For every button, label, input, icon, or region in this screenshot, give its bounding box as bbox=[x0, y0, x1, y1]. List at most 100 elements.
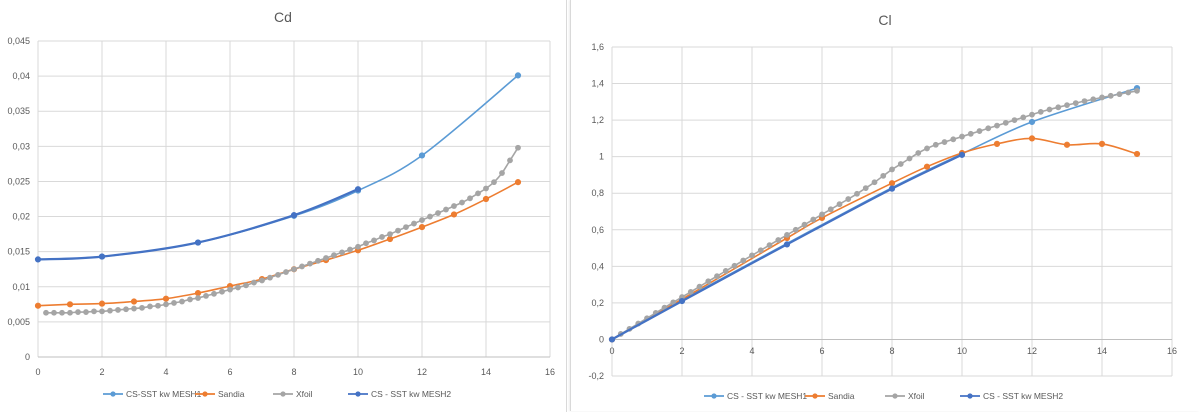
cd-data-point bbox=[99, 308, 105, 315]
cd-y-tick-label: 0,04 bbox=[12, 71, 30, 81]
cl-legend-label: CS - SST kw MESH1 bbox=[727, 391, 807, 401]
cl-data-point bbox=[862, 185, 869, 192]
cd-series-line-3 bbox=[37, 188, 359, 261]
cd-data-point bbox=[66, 301, 74, 308]
cd-data-point bbox=[139, 304, 145, 311]
cd-data-point bbox=[307, 260, 313, 267]
cl-data-point bbox=[1028, 118, 1036, 126]
cl-chart: Cl -0,2 0 0,2 0,4 0,6 0,8 1 1,2 1,4 1,6 0 2 4 6 8 10 12 14… bbox=[588, 12, 1177, 401]
cl-x-tick-label: 16 bbox=[1167, 346, 1177, 356]
cl-data-point bbox=[1029, 111, 1035, 118]
cl-y-tick-label: 0 bbox=[599, 334, 604, 344]
cd-data-point bbox=[290, 212, 298, 219]
cl-data-point bbox=[1046, 106, 1053, 113]
cd-data-point bbox=[354, 186, 362, 193]
cd-data-point bbox=[315, 257, 321, 264]
cd-data-point bbox=[331, 252, 337, 259]
cd-data-point bbox=[107, 307, 113, 314]
cd-data-point bbox=[395, 227, 401, 234]
cd-data-point bbox=[163, 301, 169, 308]
cl-data-point bbox=[915, 150, 922, 156]
cl-data-point bbox=[705, 278, 712, 285]
cd-data-point bbox=[403, 224, 409, 230]
cd-data-point bbox=[459, 199, 465, 206]
cd-series-line-0 bbox=[37, 74, 519, 261]
cl-y-tick-label: -0,2 bbox=[588, 371, 604, 381]
cd-y-tick-label: 0,025 bbox=[7, 176, 30, 186]
cd-data-point bbox=[371, 237, 377, 244]
cl-data-point bbox=[1107, 92, 1114, 99]
cl-y-tick-label: 1,4 bbox=[591, 79, 604, 89]
cd-data-point bbox=[275, 271, 281, 278]
cl-data-point bbox=[854, 190, 860, 197]
cl-legend-label: CS - SST kw MESH2 bbox=[983, 391, 1063, 401]
cd-data-point bbox=[435, 210, 441, 216]
cl-data-point bbox=[976, 128, 983, 134]
cl-data-point bbox=[1020, 114, 1027, 121]
cd-legend-label: CS-SST kw MESH1 bbox=[126, 389, 202, 399]
cl-data-point bbox=[775, 237, 782, 243]
cl-data-point bbox=[845, 196, 852, 202]
cl-data-point bbox=[1098, 140, 1106, 147]
cl-data-point bbox=[1028, 135, 1036, 142]
cl-data-point bbox=[801, 221, 808, 228]
cl-data-point bbox=[687, 289, 694, 295]
cl-data-point bbox=[757, 247, 764, 254]
cd-data-point bbox=[59, 309, 65, 316]
cl-data-point bbox=[1011, 117, 1018, 124]
cd-data-point bbox=[467, 195, 473, 202]
cl-series-line-2 bbox=[611, 90, 1138, 341]
cd-data-point bbox=[219, 288, 225, 295]
cd-data-point bbox=[355, 243, 361, 250]
cd-data-point bbox=[235, 284, 241, 291]
cl-data-point bbox=[1125, 89, 1132, 96]
cl-data-point bbox=[967, 130, 974, 137]
cl-data-point bbox=[766, 242, 773, 249]
cl-data-point bbox=[871, 179, 878, 186]
cl-y-tick-label: 0,4 bbox=[591, 261, 604, 271]
cl-data-point bbox=[836, 201, 843, 208]
cd-chart: Cd 0 0,005 0,01 0,015 0,02 0,025 0,03 0,035 0,04 0… bbox=[7, 9, 555, 399]
cd-data-point bbox=[483, 185, 489, 192]
cl-data-point bbox=[1099, 94, 1105, 101]
cd-chart-title: Cd bbox=[274, 9, 292, 25]
cd-data-point bbox=[514, 72, 522, 79]
cl-data-point bbox=[994, 122, 1000, 129]
cd-data-point bbox=[67, 309, 73, 316]
cd-x-tick-label: 16 bbox=[545, 367, 555, 377]
cl-legend-swatch-marker bbox=[892, 393, 898, 399]
cl-legend-swatch-marker bbox=[812, 393, 818, 399]
cd-data-point bbox=[507, 157, 513, 164]
cd-data-point bbox=[98, 300, 106, 307]
cd-data-point bbox=[291, 266, 297, 273]
cd-data-point bbox=[91, 308, 97, 315]
cl-x-tick-label: 2 bbox=[679, 346, 684, 356]
cd-legend-label: CS - SST kw MESH2 bbox=[371, 389, 451, 399]
cl-y-tick-label: 1,2 bbox=[591, 115, 604, 125]
cd-data-point bbox=[227, 286, 233, 293]
cd-data-point bbox=[386, 235, 394, 243]
cd-data-point bbox=[195, 295, 201, 301]
cl-data-point bbox=[827, 206, 834, 213]
cl-data-point bbox=[783, 241, 791, 248]
cd-x-tick-label: 12 bbox=[417, 367, 427, 377]
cd-data-point bbox=[98, 253, 106, 260]
cl-data-point bbox=[1072, 100, 1079, 107]
cd-data-point bbox=[379, 234, 385, 240]
cd-data-point bbox=[482, 195, 490, 203]
cd-y-tick-label: 0,015 bbox=[7, 247, 30, 257]
cl-data-point bbox=[959, 133, 965, 140]
cd-data-point bbox=[155, 302, 161, 309]
cd-data-point bbox=[418, 223, 426, 231]
cd-y-tick-label: 0,035 bbox=[7, 106, 30, 116]
cl-data-point bbox=[608, 336, 616, 343]
cd-data-point bbox=[130, 298, 138, 305]
cd-data-point bbox=[147, 303, 153, 310]
cl-y-tick-label: 0,6 bbox=[591, 225, 604, 235]
cl-data-point bbox=[740, 257, 747, 264]
cd-data-point bbox=[267, 274, 273, 281]
cd-data-point bbox=[203, 293, 209, 299]
cl-data-point bbox=[1064, 102, 1070, 109]
cd-data-point bbox=[339, 249, 345, 256]
cl-y-tick-label: 0,2 bbox=[591, 298, 604, 308]
